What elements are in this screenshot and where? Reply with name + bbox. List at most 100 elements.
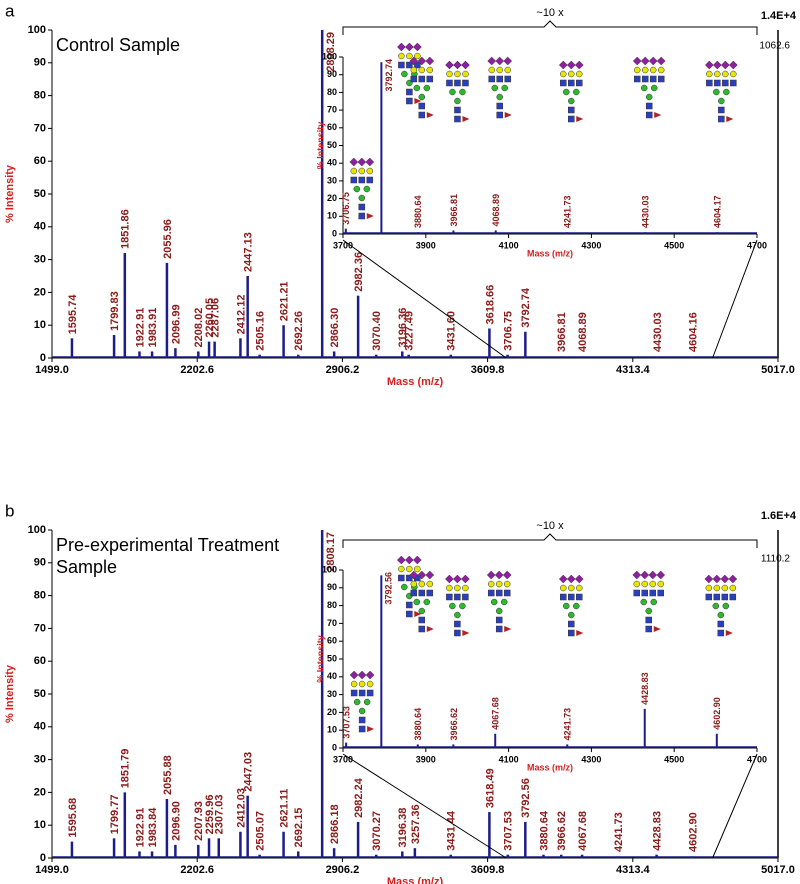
glycan-diamond: [349, 670, 359, 680]
glycan-circle: [488, 66, 495, 74]
y-tick-label: 60: [327, 122, 337, 132]
glycan-circle: [418, 607, 426, 615]
x-tick-label: 4700: [747, 754, 767, 764]
glycan-square: [503, 589, 511, 597]
glycan-diamond: [574, 574, 584, 584]
peak-label: 2808.29: [325, 32, 337, 72]
glycan-circle: [454, 70, 461, 78]
glycan-circle: [713, 584, 721, 592]
peak-label: 2505.07: [255, 811, 267, 851]
y-tick-label: 100: [322, 51, 337, 61]
glycan-icon: [409, 570, 435, 633]
glycan-circle: [645, 93, 653, 101]
glycan-circle: [423, 84, 431, 92]
peak-label: 2447.13: [243, 232, 255, 272]
glycan-square: [446, 593, 453, 601]
glycan-fucose: [504, 112, 512, 118]
glycan-diamond: [574, 60, 584, 70]
glycan-square: [462, 593, 469, 601]
glycan-circle: [358, 194, 366, 202]
x-tick-label: 4500: [664, 754, 684, 764]
glycan-circle: [398, 52, 405, 60]
peak-label: 3880.64: [413, 195, 423, 228]
glycan-circle: [414, 52, 421, 60]
glycan-circle: [640, 84, 648, 92]
glycan-square: [729, 593, 737, 601]
peak-label: 1851.86: [120, 209, 132, 249]
peak-label: 2505.16: [255, 311, 267, 351]
glycan-square: [641, 75, 649, 83]
glycan-fucose: [654, 112, 662, 118]
x-tick-label: 4313.4: [616, 864, 651, 876]
glycan-circle: [576, 584, 583, 592]
peak-label: 3880.64: [538, 810, 550, 851]
x-tick-label: 4300: [581, 240, 601, 250]
glycan-square: [560, 593, 567, 601]
x-tick-label: 2202.6: [180, 364, 214, 376]
glycan-icon: [349, 670, 375, 733]
glycan-diamond: [632, 570, 642, 580]
zoom-bracket: [342, 20, 758, 35]
glycan-circle: [418, 580, 426, 588]
peak-label: 2982.36: [353, 252, 365, 292]
peak-label: 4068.89: [577, 312, 589, 352]
peak-label: 2096.90: [170, 801, 182, 841]
x-tick-label: 5017.0: [761, 864, 795, 876]
glycan-circle: [423, 598, 431, 606]
glycan-square: [645, 616, 652, 624]
glycan-square: [418, 75, 426, 83]
peak-label: 3431.44: [446, 810, 458, 851]
glycan-square: [454, 106, 461, 114]
glycan-icon: [396, 555, 422, 618]
glycan-diamond: [365, 157, 375, 167]
y-tick-label: 60: [34, 155, 46, 167]
glycan-circle: [568, 97, 575, 105]
panel-label: a: [5, 1, 15, 20]
glycan-icon: [349, 157, 375, 220]
y-axis-label: % Intensity: [4, 664, 16, 723]
glycan-diamond: [640, 570, 650, 580]
y-tick-label: 70: [34, 622, 46, 634]
y-tick-label: 10: [34, 319, 46, 331]
glycan-icon: [486, 570, 512, 633]
x-tick-label: 4700: [747, 240, 767, 250]
peak-label: 3070.27: [371, 811, 383, 851]
glycan-diamond: [461, 60, 470, 70]
y-tick-label: 10: [327, 211, 337, 221]
glycan-circle: [649, 66, 657, 74]
glycan-square: [418, 111, 426, 119]
glycan-diamond: [396, 555, 406, 565]
glycan-circle: [358, 680, 366, 688]
y-tick-label: 30: [34, 754, 46, 766]
peak-label: 4428.83: [652, 811, 664, 851]
peak-label: 2055.88: [162, 755, 174, 795]
glycan-square: [406, 88, 413, 96]
y-tick-label: 30: [34, 254, 46, 266]
glycan-circle: [446, 584, 453, 592]
glycan-circle: [717, 611, 725, 619]
y-tick-label: 80: [34, 90, 46, 102]
glycan-diamond: [445, 574, 454, 584]
glycan-circle: [366, 167, 374, 175]
inset-max-label: 1110.2: [761, 554, 791, 565]
y-tick-label: 80: [34, 590, 46, 602]
glycan-circle: [449, 602, 456, 610]
glycan-square: [714, 79, 721, 87]
glycan-diamond: [409, 56, 419, 66]
zoom-connector: [342, 753, 507, 859]
y-tick-label: 40: [327, 158, 337, 168]
glycan-circle: [568, 70, 575, 78]
glycan-square: [406, 574, 413, 582]
glycan-square: [568, 115, 575, 123]
x-tick-label: 1499.0: [35, 364, 69, 376]
glycan-circle: [560, 584, 567, 592]
peak-label: 2692.15: [293, 808, 305, 848]
x-axis-label: Mass (m/z): [387, 876, 444, 884]
glycan-square: [426, 75, 434, 83]
glycan-diamond: [566, 574, 576, 584]
glycan-circle: [657, 66, 665, 74]
glycan-circle: [633, 66, 641, 74]
glycan-icon: [704, 574, 738, 637]
glycan-icon: [558, 60, 584, 123]
glycan-square: [721, 593, 729, 601]
